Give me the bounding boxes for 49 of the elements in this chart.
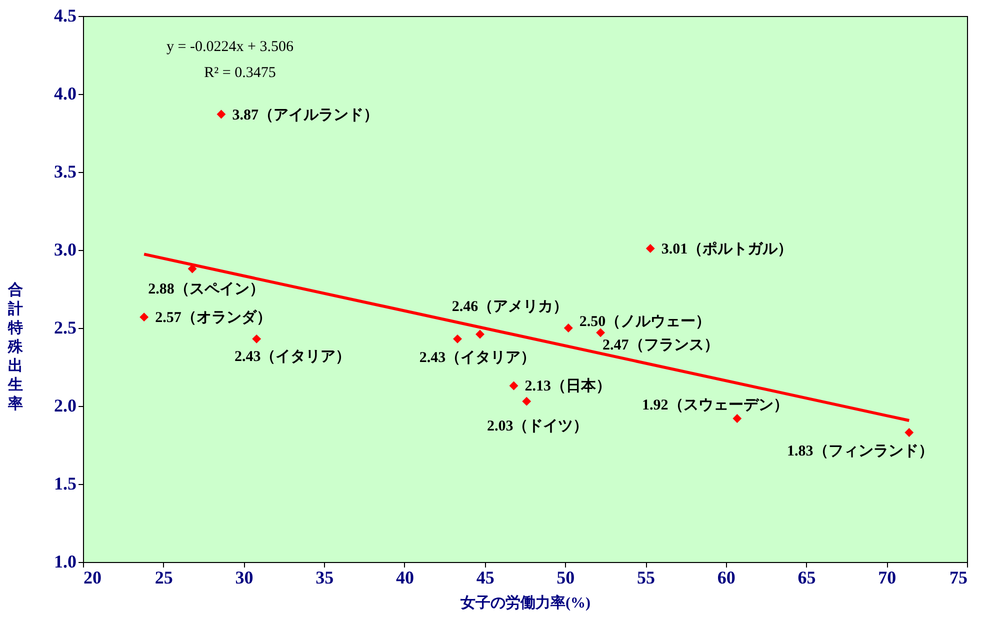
data-label: 2.57（オランダ） — [155, 309, 272, 326]
y-tick-label: 2.5 — [54, 318, 76, 338]
data-label: 2.03（ドイツ） — [486, 418, 588, 434]
data-label: 2.46（アメリカ） — [452, 299, 568, 316]
data-label: 1.92（スウェーデン） — [642, 397, 788, 414]
x-tick-label: 55 — [637, 568, 656, 588]
y-tick-label: 2.0 — [54, 396, 76, 416]
point — [564, 324, 573, 332]
x-tick-label: 40 — [396, 568, 414, 588]
point — [476, 330, 484, 339]
x-tick-label: 75 — [950, 568, 968, 588]
point — [904, 428, 914, 437]
x-tick-label: 20 — [84, 568, 102, 588]
x-tick-label: 25 — [154, 568, 173, 588]
data-label: 2.13（日本） — [524, 378, 611, 395]
x-tick-label: 35 — [316, 568, 334, 588]
point — [453, 334, 462, 344]
point — [732, 414, 742, 423]
x-tick-label: 45 — [476, 568, 494, 588]
y-tick-label: 3.5 — [54, 162, 76, 182]
annotation: y = -0.0224x + 3.506 — [166, 39, 294, 55]
point — [140, 312, 149, 322]
x-tick-label: 70 — [878, 568, 896, 588]
data-label: 2.47（フランス） — [602, 338, 719, 354]
point — [646, 244, 655, 253]
y-tick-label: 3.0 — [54, 240, 76, 260]
y-axis-title: 合計特殊出生率 — [7, 282, 24, 412]
y-tick-label: 1.0 — [54, 552, 76, 572]
x-tick-label: 60 — [717, 568, 736, 588]
y-tick-label: 1.5 — [54, 474, 76, 494]
data-label: 2.43（イタリア） — [419, 350, 536, 366]
y-tick-label: 4.5 — [54, 6, 76, 26]
data-label: 2.43（イタリア） — [234, 348, 351, 365]
point — [522, 396, 532, 406]
annotation: R² = 0.3475 — [204, 65, 276, 81]
data-label: 1.83（フィンランド） — [787, 444, 934, 460]
point — [216, 110, 226, 119]
data-label: 3.87（アイルランド） — [232, 107, 378, 124]
x-tick-label: 65 — [798, 568, 816, 588]
y-tick-label: 4.0 — [54, 84, 76, 104]
x-tick-label: 50 — [556, 568, 575, 588]
data-label: 2.50（ノルウェー） — [579, 314, 711, 330]
point — [596, 328, 606, 338]
x-axis-title: 女子の労働力率(%) — [460, 594, 590, 612]
data-label: 2.88（スペイン） — [148, 282, 264, 298]
point — [509, 381, 518, 390]
x-tick-label: 30 — [235, 568, 254, 588]
point — [252, 334, 262, 344]
data-label: 3.01（ポルトガル） — [661, 241, 793, 258]
